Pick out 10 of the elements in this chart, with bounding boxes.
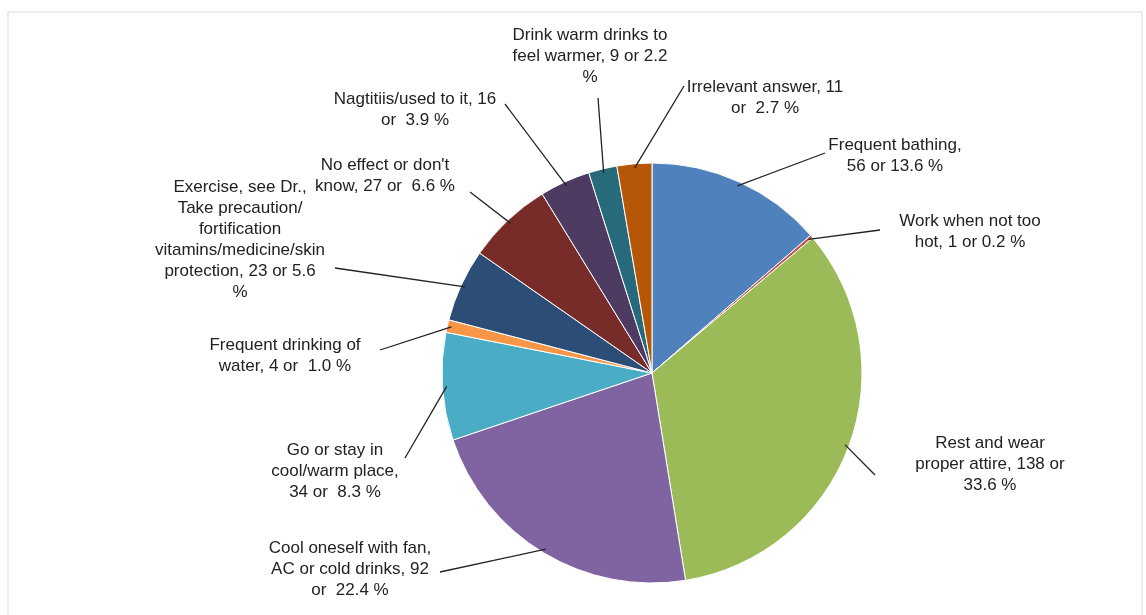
- slice-label: Frequent drinking of water, 4 or 1.0 %: [209, 335, 361, 375]
- slice-label: Nagtitiis/used to it, 16 or 3.9 %: [333, 89, 497, 129]
- slice-label: Irrelevant answer, 11 or 2.7 %: [686, 77, 844, 117]
- slice-label: Rest and wear proper attire, 138 or 33.6 %: [915, 433, 1065, 494]
- slice-label: Go or stay in cool/warm place, 34 or 8.3 %: [271, 440, 399, 501]
- slice-label: No effect or don't know, 27 or 6.6 %: [315, 155, 455, 195]
- slice-label: Work when not too hot, 1 or 0.2 %: [899, 211, 1041, 251]
- slice-label: Cool oneself with fan, AC or cold drinks, 92 or 22.4 %: [268, 538, 432, 599]
- slice-label: Frequent bathing, 56 or 13.6 %: [828, 135, 962, 175]
- slice-label: Drink warm drinks to feel warmer, 9 or 2.2 %: [512, 25, 668, 86]
